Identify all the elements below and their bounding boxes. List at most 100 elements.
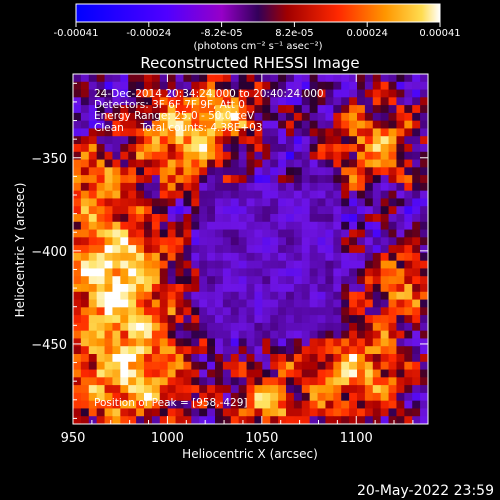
heatmap-cell — [222, 206, 232, 215]
heatmap-cell — [349, 229, 358, 238]
heatmap-cell — [136, 74, 145, 83]
heatmap-cell — [420, 400, 429, 409]
heatmap-cell — [96, 105, 105, 114]
heatmap-cell — [104, 198, 113, 207]
heatmap-cell — [238, 377, 247, 386]
heatmap-cell — [183, 268, 192, 277]
heatmap-cell — [317, 260, 326, 269]
heatmap-cell — [215, 260, 224, 269]
heatmap-cell — [222, 81, 232, 90]
heatmap-cell — [357, 315, 366, 324]
heatmap-cell — [112, 206, 121, 215]
heatmap-cell — [128, 268, 137, 277]
heatmap-cell — [96, 276, 105, 285]
heatmap-cell — [112, 167, 121, 176]
heatmap-cell — [357, 182, 366, 192]
heatmap-cell — [96, 136, 105, 145]
colorbar-unit-label: (photons cm⁻² s⁻¹ asec⁻²) — [193, 41, 322, 52]
heatmap-cell — [396, 144, 405, 153]
heatmap-cell — [222, 245, 232, 254]
heatmap-cell — [262, 105, 271, 114]
heatmap-cell — [270, 338, 279, 347]
heatmap-cell — [159, 151, 169, 160]
heatmap-cell — [96, 144, 105, 153]
heatmap-cell — [151, 198, 161, 207]
heatmap-cell — [183, 97, 192, 106]
heatmap-cell — [215, 229, 224, 238]
heatmap-cell — [207, 237, 216, 246]
heatmap-cell — [333, 361, 342, 370]
heatmap-cell — [325, 416, 334, 425]
heatmap-cell — [286, 198, 295, 207]
heatmap-cell — [73, 408, 82, 417]
heatmap-cell — [151, 299, 161, 308]
heatmap-cell — [286, 144, 295, 153]
heatmap-cell — [254, 307, 263, 316]
heatmap-cell — [80, 354, 90, 363]
heatmap-cell — [317, 322, 326, 332]
heatmap-cell — [404, 268, 413, 277]
heatmap-cell — [309, 237, 318, 246]
heatmap-cell — [167, 416, 176, 425]
heatmap-cell — [309, 377, 318, 386]
heatmap-cell — [136, 354, 145, 363]
heatmap-cell — [104, 307, 113, 316]
heatmap-cell — [230, 214, 240, 223]
heatmap-cell — [396, 190, 405, 199]
heatmap-cell — [325, 291, 334, 300]
heatmap-cell — [104, 408, 113, 417]
heatmap-cell — [112, 214, 121, 223]
heatmap-cell — [357, 167, 366, 176]
heatmap-cell — [175, 284, 184, 293]
heatmap-cell — [136, 214, 145, 223]
heatmap-cell — [293, 167, 303, 176]
heatmap-cell — [254, 330, 263, 339]
heatmap-cell — [183, 330, 192, 339]
heatmap-cell — [88, 361, 98, 370]
heatmap-cell — [349, 190, 358, 199]
heatmap-cell — [159, 291, 169, 300]
heatmap-cell — [183, 198, 192, 207]
heatmap-cell — [404, 229, 413, 238]
heatmap-cell — [262, 167, 271, 176]
heatmap-cell — [404, 284, 413, 293]
heatmap-cell — [286, 268, 295, 277]
heatmap-cell — [80, 361, 90, 370]
heatmap-cell — [278, 322, 287, 332]
heatmap-cell — [175, 182, 184, 192]
heatmap-cell — [301, 315, 311, 324]
heatmap-cell — [364, 81, 374, 90]
heatmap-cell — [341, 260, 350, 269]
heatmap-cell — [238, 190, 247, 199]
heatmap-cell — [388, 221, 397, 230]
heatmap-cell — [88, 89, 98, 98]
heatmap-cell — [286, 369, 295, 378]
heatmap-cell — [420, 354, 429, 363]
heatmap-cell — [301, 260, 311, 269]
heatmap-cell — [349, 361, 358, 370]
heatmap-cell — [167, 291, 176, 300]
heatmap-cell — [404, 354, 413, 363]
heatmap-cell — [199, 416, 208, 425]
heatmap-cell — [144, 112, 153, 122]
heatmap-cell — [333, 291, 342, 300]
heatmap-cell — [144, 97, 153, 106]
heatmap-cell — [317, 268, 326, 277]
heatmap-cell — [388, 307, 397, 316]
heatmap-cell — [325, 159, 334, 168]
heatmap-cell — [372, 81, 382, 90]
heatmap-cell — [207, 315, 216, 324]
heatmap-cell — [104, 322, 113, 332]
plot-frame — [72, 73, 429, 425]
heatmap-cell — [420, 260, 429, 269]
heatmap-cell — [357, 237, 366, 246]
heatmap-cell — [357, 105, 366, 114]
heatmap-cell — [128, 322, 137, 332]
heatmap-cell — [333, 237, 342, 246]
heatmap-cell — [262, 151, 271, 160]
heatmap-cell — [349, 330, 358, 339]
heatmap-cell — [254, 136, 263, 145]
heatmap-cell — [388, 120, 397, 129]
heatmap-cell — [317, 252, 326, 262]
heatmap-cell — [96, 377, 105, 386]
